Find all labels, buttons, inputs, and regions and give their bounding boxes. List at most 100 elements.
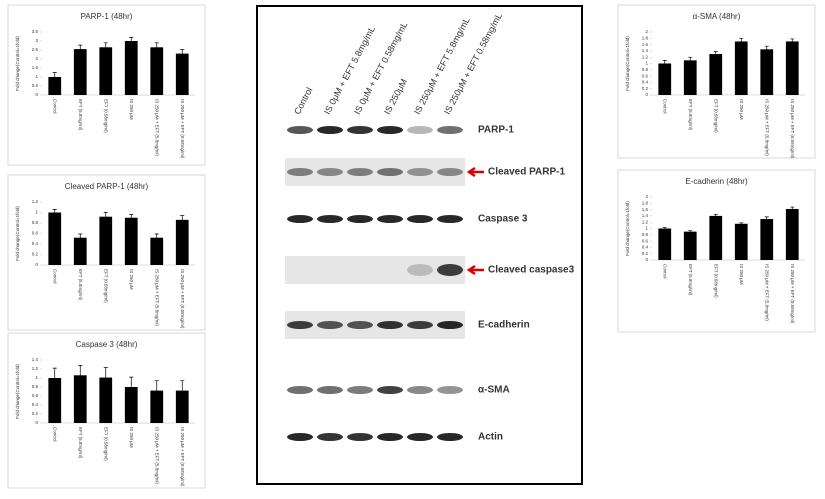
error-bar [688, 230, 693, 233]
error-bar [688, 56, 693, 64]
y-tick-label: 0.2 [32, 411, 39, 416]
error-bar [52, 367, 57, 389]
bar [709, 54, 723, 95]
error-bar [180, 380, 185, 401]
y-tick-label: 0.6 [32, 231, 39, 236]
y-tick-label: 0.4 [642, 245, 649, 250]
bar [73, 237, 87, 265]
blot-strip [285, 256, 465, 284]
error-bar [78, 44, 83, 54]
y-tick-label: 1 [35, 375, 38, 380]
blot-band [347, 386, 373, 394]
x-tick-label: IS 250 μM + EFT (0.58mg/ml) [180, 99, 185, 159]
blot-band [287, 215, 313, 223]
blot-band [347, 168, 373, 176]
arrow [466, 166, 484, 178]
y-tick-label: 1.6 [642, 42, 649, 47]
bar [785, 41, 799, 95]
blot-band [377, 321, 403, 329]
bar [175, 53, 189, 95]
y-tick-label: 1.2 [642, 54, 649, 59]
blot-band [317, 126, 343, 134]
y-tick-label: 0.6 [642, 73, 649, 78]
bar [73, 49, 87, 95]
blot-strip [285, 311, 465, 339]
y-tick-label: 3.5 [32, 29, 39, 34]
blot-band [287, 126, 313, 134]
arrow [466, 264, 484, 276]
blot-strip [285, 158, 465, 186]
row-label: α-SMA [478, 385, 510, 396]
error-bar [662, 227, 667, 230]
blot-band [347, 126, 373, 134]
x-tick-label: IS 250 μM + EFT (0.58mg/ml) [790, 99, 795, 159]
row-label: Cleaved PARP-1 [488, 167, 566, 178]
y-axis-title: Fold change(Control=1fold) [15, 36, 20, 91]
y-tick-label: 0.4 [32, 402, 39, 407]
x-tick-label: IS 250 μM [129, 427, 134, 448]
bar [658, 228, 672, 260]
x-tick-label: IS 250 μM [129, 269, 134, 290]
bar [124, 217, 138, 265]
bar [760, 49, 774, 95]
y-tick-label: 1 [35, 74, 38, 79]
bar [48, 77, 62, 95]
x-tick-label: Control [53, 427, 58, 442]
x-tick-label: EFT (0.58mg/ml) [104, 99, 109, 133]
blot-band [407, 126, 433, 134]
error-bar [103, 42, 108, 53]
error-bar [713, 213, 718, 218]
x-tick-label: Control [53, 99, 58, 114]
bar [734, 41, 748, 95]
x-tick-label: IS 250 μM + EFT (0.58mg/ml) [180, 269, 185, 329]
bar [124, 41, 138, 95]
bar [99, 377, 113, 423]
blot-band [347, 433, 373, 441]
error-bar [764, 216, 769, 222]
bar [99, 47, 113, 95]
error-bar [52, 209, 57, 216]
blot-band [377, 433, 403, 441]
error-bar [180, 215, 185, 225]
blot-frame [256, 5, 583, 485]
row-label: Actin [478, 432, 503, 443]
error-bar [129, 214, 134, 222]
chart-title: Cleaved PARP-1 (48hr) [65, 182, 149, 191]
x-tick-label: IS 250 μM + EFT (5.8mg/ml) [155, 427, 160, 484]
error-bar [78, 233, 83, 242]
bar [760, 219, 774, 260]
y-tick-label: 0.2 [642, 86, 649, 91]
x-tick-label: Control [53, 269, 58, 284]
y-tick-label: 0.6 [642, 238, 649, 243]
blot-band [437, 126, 463, 134]
blot-band [437, 321, 463, 329]
x-tick-label: IS 250 μM [129, 99, 134, 120]
y-tick-label: 0.5 [32, 83, 39, 88]
x-tick-label: EFT (0.58mg/ml) [714, 264, 719, 298]
y-tick-label: 0.8 [642, 232, 649, 237]
blot-band [317, 386, 343, 394]
blot-band [407, 386, 433, 394]
y-tick-label: 0 [645, 92, 648, 97]
x-tick-label: EFT (0.58mg/ml) [104, 427, 109, 461]
y-tick-label: 1.2 [32, 366, 39, 371]
y-tick-label: 1.2 [642, 219, 649, 224]
row-label: Caspase 3 [478, 214, 528, 225]
y-tick-label: 0 [35, 262, 38, 267]
x-tick-label: EFT (5.8mg/ml) [688, 99, 693, 131]
chart-title: α-SMA (48hr) [693, 12, 741, 21]
blot-band [287, 321, 313, 329]
x-tick-label: IS 250 μM + EFT (5.8mg/ml) [765, 99, 770, 156]
error-bar [129, 376, 134, 398]
y-tick-label: 2 [645, 29, 648, 34]
x-tick-label: EFT (5.8mg/ml) [688, 264, 693, 296]
bar [48, 212, 62, 265]
bar [150, 390, 164, 423]
blot-band [407, 433, 433, 441]
y-tick-label: 1.8 [642, 200, 649, 205]
chart-title: PARP-1 (48hr) [81, 12, 133, 21]
y-tick-label: 1.2 [32, 199, 39, 204]
bar [683, 231, 697, 260]
y-tick-label: 0 [645, 257, 648, 262]
x-tick-label: Control [663, 99, 668, 114]
